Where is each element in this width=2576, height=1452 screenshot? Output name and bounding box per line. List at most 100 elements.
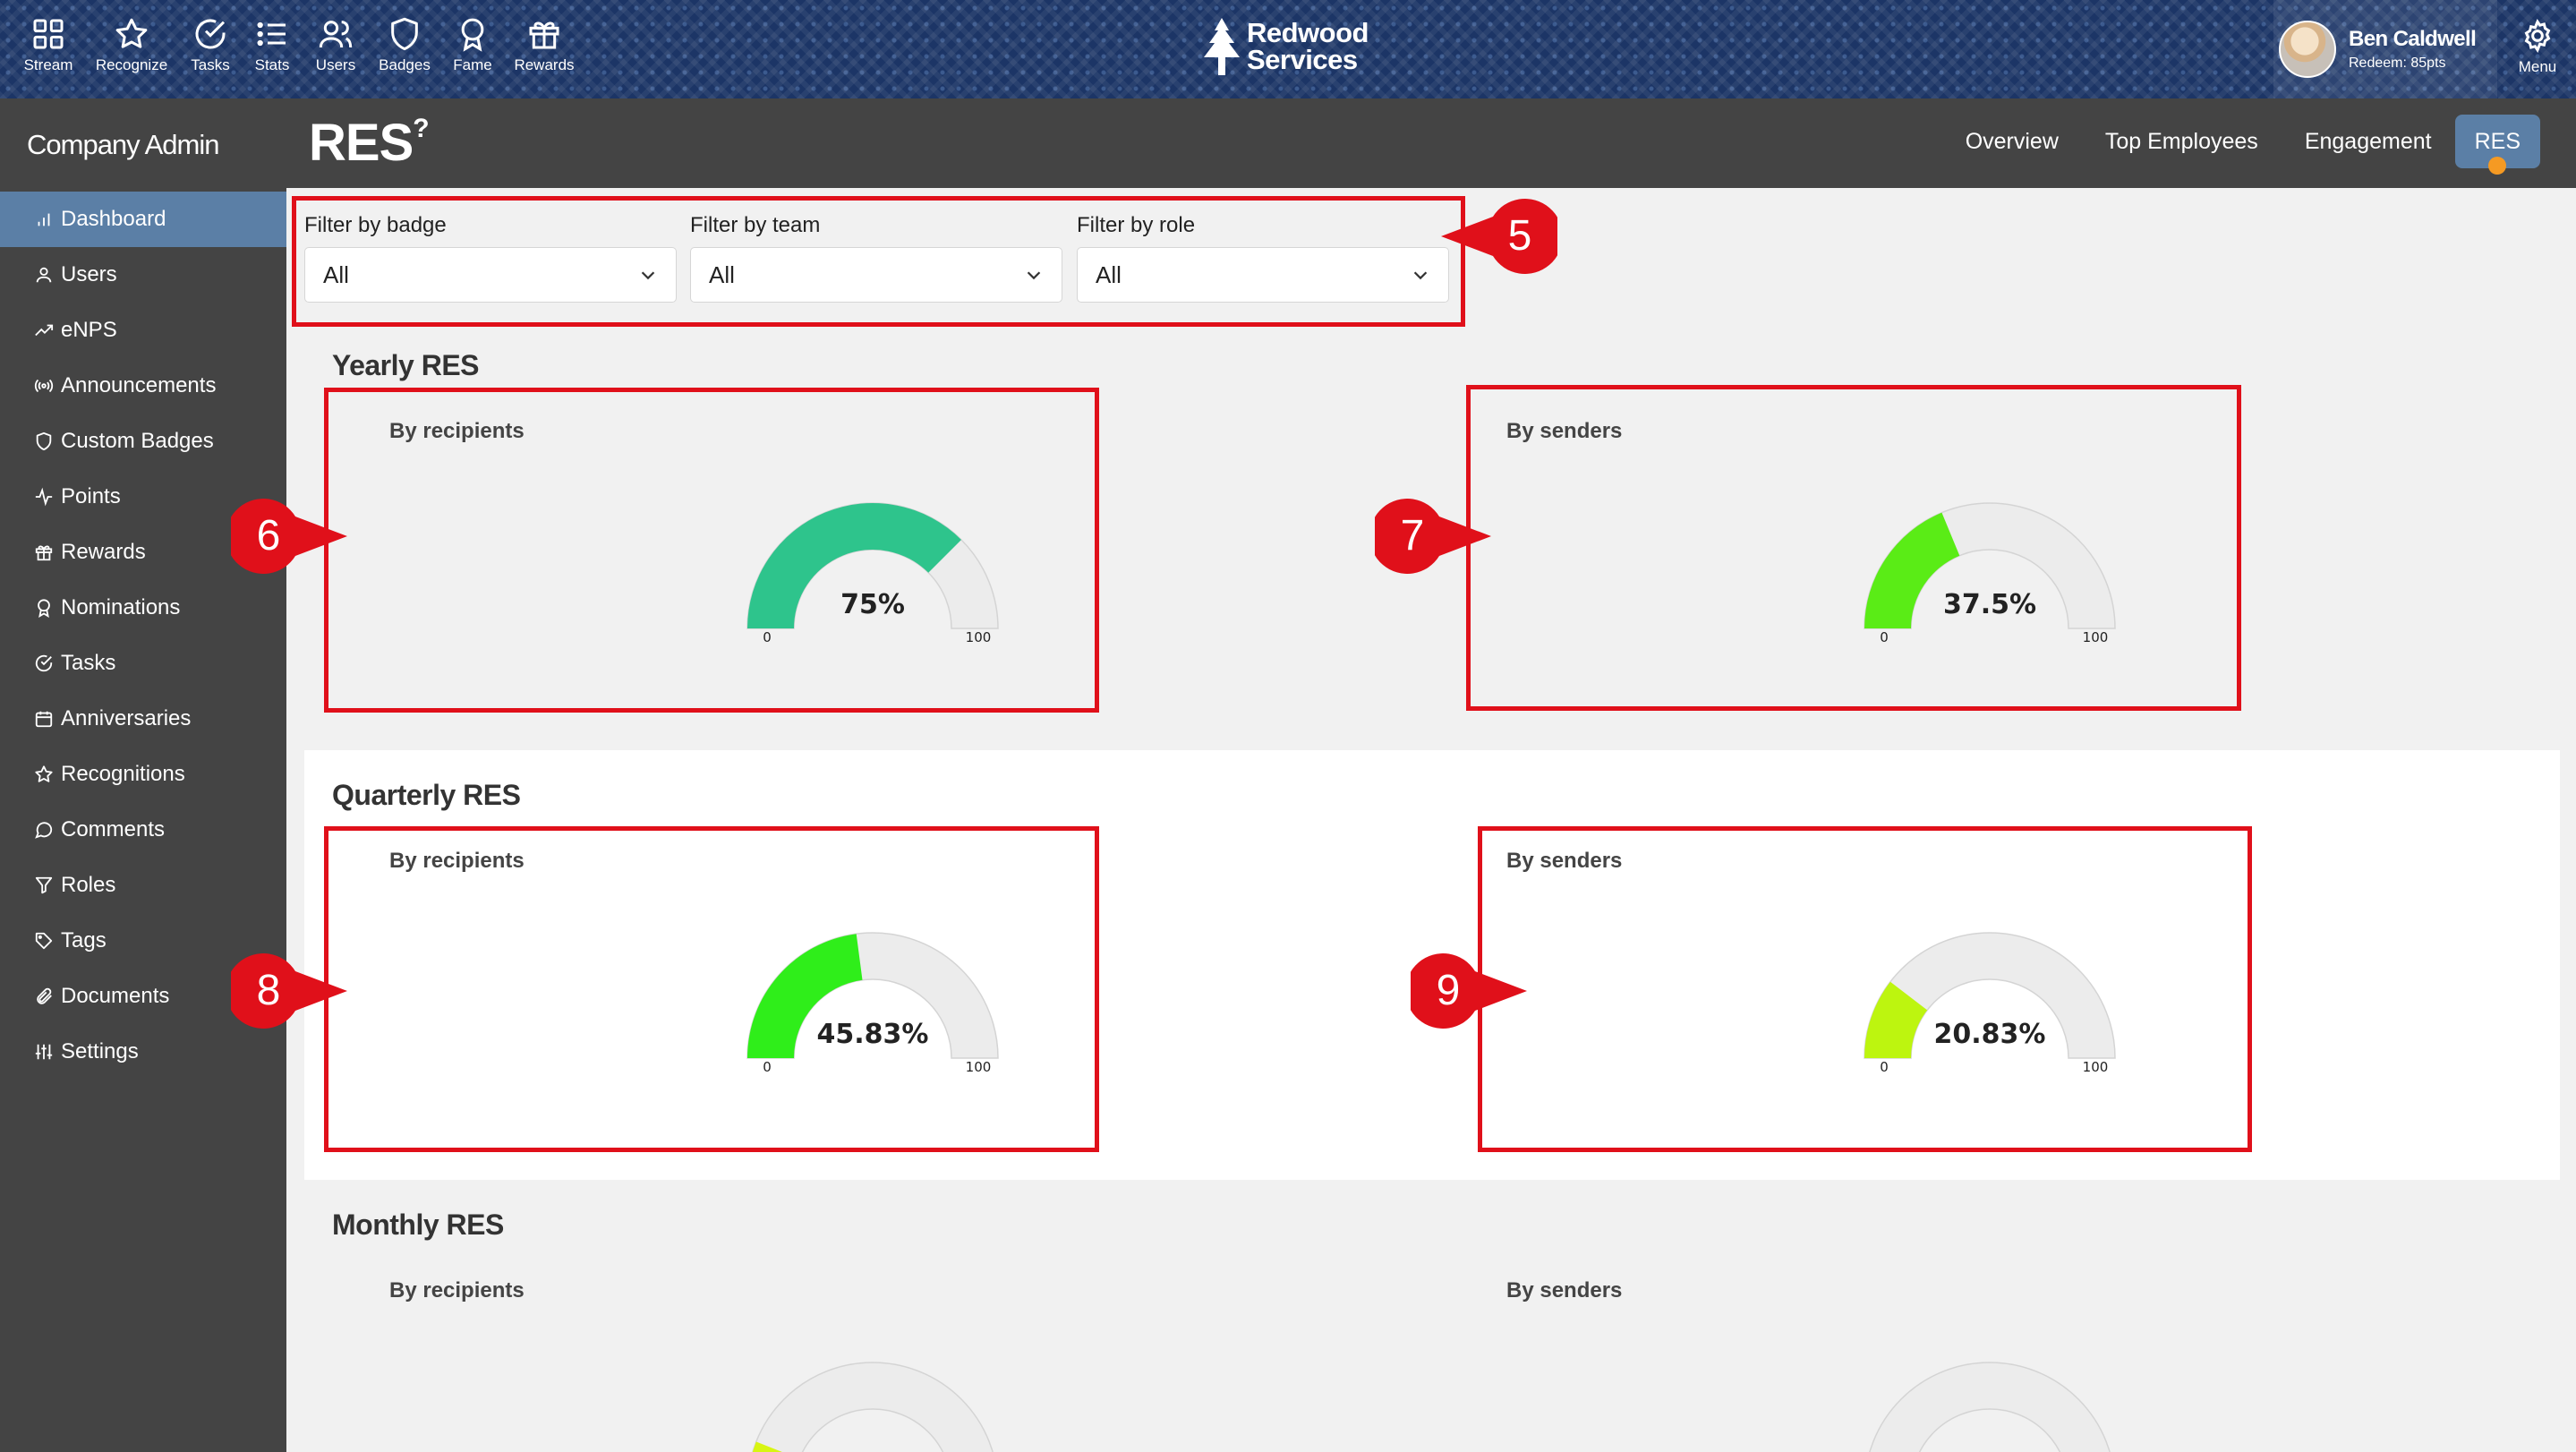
nav-label: Users	[315, 56, 356, 73]
user-icon	[36, 267, 52, 283]
role-select[interactable]: All	[1077, 247, 1449, 303]
tab-engagement[interactable]: Engagement	[2304, 129, 2432, 154]
sidebar-item-label: Custom Badges	[61, 429, 214, 453]
gauge-svg	[1869, 1362, 2111, 1452]
yearly-senders-gauge: 37.5% 0 100	[1860, 494, 2120, 646]
menu-button[interactable]: Menu	[2506, 18, 2569, 76]
filter-label: Filter by role	[1077, 213, 1196, 237]
user-profile[interactable]: Ben Caldwell Redeem: 85pts	[2273, 0, 2497, 98]
tabs: Overview Top Employees Engagement RES	[1942, 115, 2540, 175]
nav-recognize[interactable]: Recognize	[84, 16, 179, 74]
tab-top-employees[interactable]: Top Employees	[2104, 129, 2258, 154]
nav-tasks[interactable]: Tasks	[179, 16, 242, 74]
gauge-min-label: 0	[763, 1059, 772, 1075]
monthly-senders-gauge	[1860, 1354, 2120, 1452]
chevron-down-icon	[1413, 271, 1428, 280]
gauge-svg: 45.83% 0 100	[746, 932, 999, 1075]
annotation-box-yearly-senders	[1466, 385, 2241, 711]
gauge-fill	[1864, 512, 1960, 628]
gift-icon	[35, 545, 53, 561]
gauge-max-label: 100	[966, 1059, 992, 1075]
gear-icon	[2524, 18, 2551, 54]
sidebar-item-settings[interactable]: Settings	[0, 1024, 286, 1080]
filter-team: Filter by team All	[690, 213, 1062, 303]
tab-overview[interactable]: Overview	[1965, 129, 2059, 154]
help-superscript[interactable]: ?	[413, 113, 429, 143]
nav-rewards[interactable]: Rewards	[505, 16, 584, 74]
activity-icon	[35, 487, 53, 507]
team-select[interactable]: All	[690, 247, 1062, 303]
sidebar-item-tags[interactable]: Tags	[0, 913, 286, 969]
sidebar-item-rewards[interactable]: Rewards	[0, 525, 286, 580]
nav-users[interactable]: Users	[303, 16, 369, 74]
sidebar-item-comments[interactable]: Comments	[0, 802, 286, 858]
broadcast-icon	[34, 379, 54, 393]
company-title: Company Admin	[27, 129, 219, 160]
sidebar-item-label: Tasks	[61, 651, 116, 675]
quarterly-senders-label: By senders	[1506, 849, 1623, 873]
brand-name-line1: Redwood	[1247, 17, 1369, 48]
badge-select[interactable]: All	[304, 247, 677, 303]
sidebar-item-enps[interactable]: eNPS	[0, 303, 286, 358]
gauge-svg	[752, 1362, 994, 1452]
yearly-res-title: Yearly RES	[332, 349, 480, 381]
callout-5: 5	[1441, 199, 1563, 274]
annotation-box-quarterly-senders	[1478, 826, 2252, 1152]
nav-fame[interactable]: Fame	[440, 16, 505, 74]
monthly-recipients-label: By recipients	[389, 1278, 525, 1303]
nav-label: Rewards	[514, 56, 575, 73]
sidebar-item-roles[interactable]: Roles	[0, 858, 286, 913]
yearly-recipients-gauge: 75% 0 100	[743, 494, 1002, 646]
grid-icon	[33, 19, 64, 49]
gauge-value: 45.83%	[817, 1019, 929, 1050]
select-value: All	[709, 261, 735, 288]
users-icon	[319, 21, 353, 48]
sidebar-item-tasks[interactable]: Tasks	[0, 636, 286, 691]
sidebar-item-label: Rewards	[61, 540, 146, 564]
check-circle-icon	[35, 654, 53, 672]
sidebar-item-nominations[interactable]: Nominations	[0, 580, 286, 636]
user-name: Ben Caldwell	[2349, 27, 2477, 51]
sidebar-item-users[interactable]: Users	[0, 247, 286, 303]
sidebar-item-label: Comments	[61, 817, 166, 841]
sidebar-item-custom-badges[interactable]: Custom Badges	[0, 414, 286, 469]
sidebar-item-anniversaries[interactable]: Anniversaries	[0, 691, 286, 747]
sidebar-item-documents[interactable]: Documents	[0, 969, 286, 1024]
sidebar-item-label: eNPS	[61, 318, 117, 342]
gauge-track	[1864, 932, 2116, 1059]
nav-badges[interactable]: Badges	[369, 16, 440, 74]
gauge-track	[1869, 1362, 2111, 1452]
gauge-max-label: 100	[2083, 1059, 2109, 1075]
gauge-value: 75%	[840, 589, 905, 620]
nav-label: Stream	[23, 56, 73, 73]
calendar-icon	[35, 711, 53, 728]
filter-badge: Filter by badge All	[304, 213, 677, 303]
shield-icon	[391, 17, 418, 51]
nav-stream[interactable]: Stream	[13, 16, 84, 74]
notification-dot	[2488, 157, 2507, 175]
tree-icon	[1204, 18, 1240, 75]
comment-icon	[35, 822, 53, 839]
quarterly-recipients-gauge: 45.83% 0 100	[743, 924, 1002, 1076]
gauge-fill	[752, 1441, 782, 1452]
sidebar-item-points[interactable]: Points	[0, 469, 286, 525]
brand-logo[interactable]: Redwood Services	[1204, 18, 1369, 75]
shield-icon	[36, 431, 52, 451]
sidebar-item-label: Points	[61, 484, 121, 508]
sidebar-item-recognitions[interactable]: Recognitions	[0, 747, 286, 802]
annotation-box-quarterly-recipients	[324, 826, 1099, 1152]
trend-icon	[35, 324, 54, 337]
nav-stats[interactable]: Stats	[242, 16, 303, 74]
nav-label: Stats	[254, 56, 290, 73]
annotation-box-yearly-recipients	[324, 388, 1099, 713]
gauge-min-label: 0	[763, 629, 772, 645]
sidebar-item-label: Recognitions	[61, 762, 185, 786]
tab-res[interactable]: RES	[2454, 115, 2540, 175]
sidebar-item-announcements[interactable]: Announcements	[0, 358, 286, 414]
sidebar-item-label: Documents	[61, 984, 170, 1008]
sidebar: Company Admin Dashboard Users eNPS Annou…	[0, 98, 286, 1452]
sidebar-item-dashboard[interactable]: Dashboard	[0, 192, 286, 247]
callout-8: 8	[226, 953, 347, 1029]
quarterly-senders-gauge: 20.83% 0 100	[1860, 924, 2120, 1076]
sidebar-item-label: Roles	[61, 873, 116, 897]
